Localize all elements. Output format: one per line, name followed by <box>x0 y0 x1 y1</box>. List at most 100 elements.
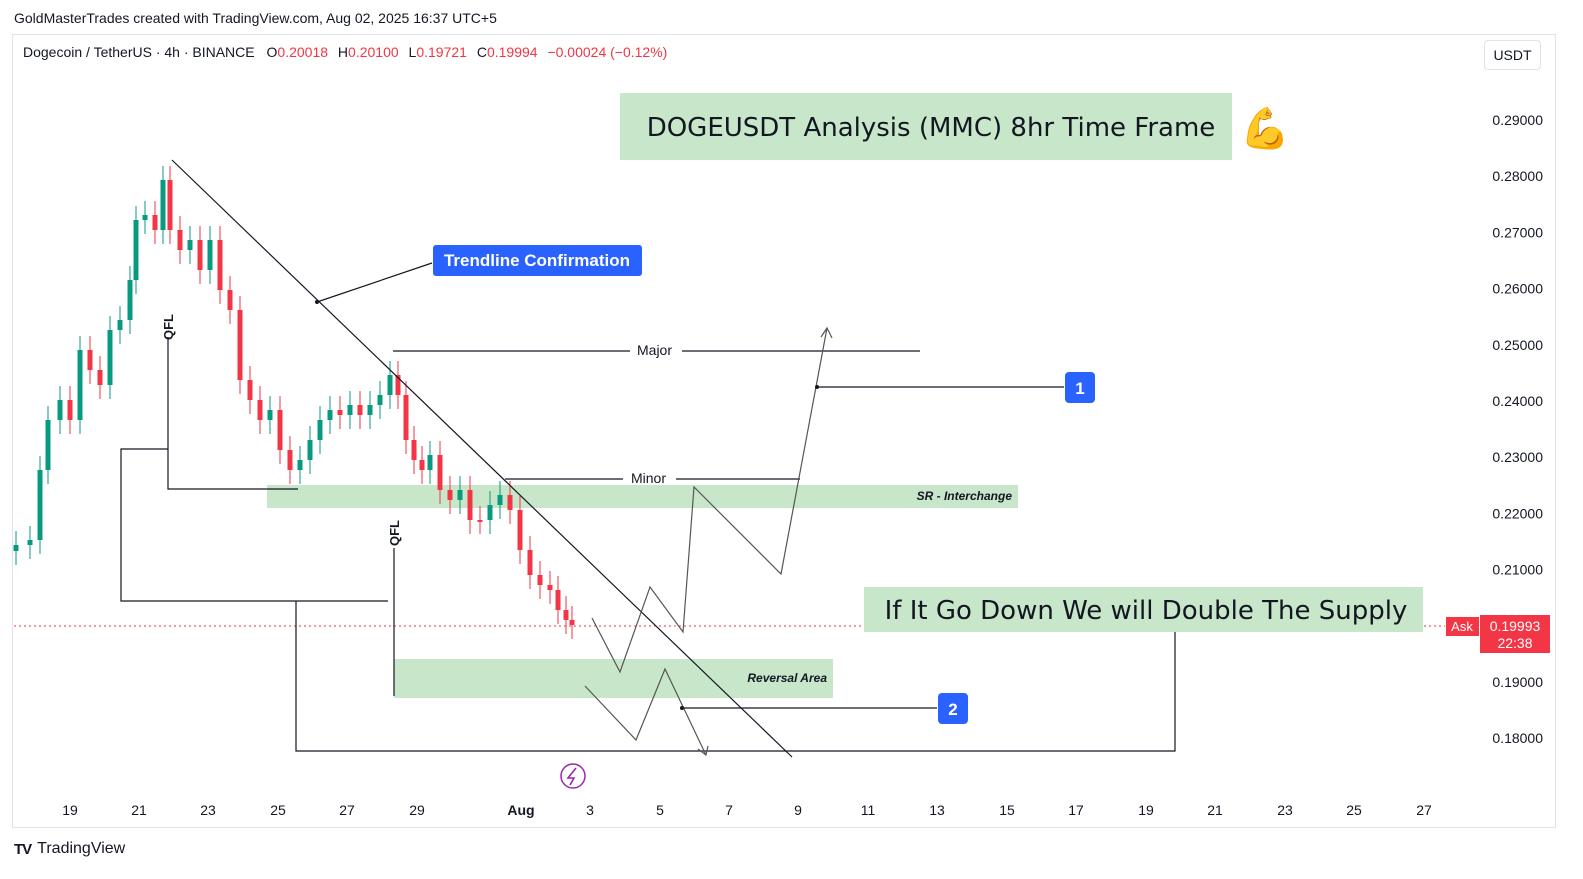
time-tick-label: 25 <box>270 802 286 818</box>
candle-body <box>237 310 243 380</box>
trendline-callout-line <box>316 262 433 303</box>
ask-label: Ask <box>1451 619 1473 634</box>
ask-tag <box>1446 617 1479 636</box>
time-tick-label: 13 <box>929 802 945 818</box>
time-tick-label: 9 <box>794 802 802 818</box>
candle-body <box>377 395 383 405</box>
supply-note-box <box>864 587 1423 632</box>
scenario-1-badge[interactable] <box>1065 372 1095 403</box>
price-tick-label: 0.22000 <box>1492 505 1543 521</box>
candle-body <box>117 320 123 330</box>
candle-body <box>67 400 73 420</box>
time-tick-label: 29 <box>409 802 425 818</box>
scenario-1-label: 1 <box>1075 379 1084 398</box>
price-tick-label: 0.24000 <box>1492 393 1543 409</box>
candle-body <box>142 215 148 220</box>
projection-arrowhead-down <box>697 745 709 757</box>
candle-body <box>287 450 293 470</box>
candle-body <box>107 330 113 385</box>
price-tick-label: 0.28000 <box>1492 168 1543 184</box>
candle-body <box>13 545 19 551</box>
major-label: Major <box>637 342 672 358</box>
candle-body <box>367 405 373 415</box>
candle-body <box>467 490 473 520</box>
candle-body <box>477 520 483 522</box>
candles-group <box>13 166 575 639</box>
candle-body <box>217 240 223 290</box>
candle-body <box>563 610 569 620</box>
candle-body <box>267 410 273 420</box>
qfl-label-1: QFL <box>161 314 176 340</box>
candle-body <box>177 230 183 250</box>
bar-countdown: 22:38 <box>1497 635 1532 651</box>
reversal-zone-label: Reversal Area <box>747 671 827 685</box>
candle-body <box>497 495 503 505</box>
sr-interchange-zone <box>267 485 1018 508</box>
range-bracket <box>120 448 388 602</box>
candle-body <box>317 420 323 440</box>
candle-body <box>337 410 343 415</box>
time-tick-label: 11 <box>861 802 876 818</box>
candle-body <box>411 440 417 460</box>
candle-body <box>87 350 93 370</box>
scenario-2-label: 2 <box>948 700 957 719</box>
qfl-label-2: QFL <box>387 520 402 546</box>
candle-body <box>357 405 363 415</box>
minor-label: Minor <box>631 470 666 486</box>
projection-arrowhead-up <box>820 326 833 339</box>
candle-body <box>307 440 313 460</box>
ohlc-values: O0.20018 H0.20100 L0.19721 C0.19994 −0.0… <box>266 44 668 60</box>
candle-body <box>555 590 561 610</box>
currency-button[interactable]: USDT <box>1484 40 1541 70</box>
time-tick-label: 25 <box>1346 802 1362 818</box>
analysis-title-box <box>620 93 1232 160</box>
symbol-title[interactable]: Dogecoin / TetherUS · 4h · BINANCE <box>23 44 255 60</box>
candle-body <box>427 455 433 470</box>
time-tick-label: 23 <box>1277 802 1293 818</box>
current-price-value: 0.19993 <box>1490 618 1541 634</box>
candle-body <box>347 405 353 415</box>
time-tick-label: 3 <box>586 802 594 818</box>
candle-body <box>45 420 51 470</box>
time-axis[interactable]: 19 21 23 25 27 29 Aug 3 5 7 9 11 13 15 17 19 21 23 25 27 <box>62 802 1432 818</box>
candle-body <box>507 495 513 510</box>
time-tick-label: 15 <box>999 802 1015 818</box>
candle-body <box>547 585 553 590</box>
candle-body <box>167 180 173 230</box>
candle-body <box>27 540 33 545</box>
candle-body <box>37 470 43 540</box>
analysis-title: DOGEUSDT Analysis (MMC) 8hr Time Frame <box>647 113 1216 143</box>
trendline[interactable] <box>171 159 793 758</box>
price-tick-label: 0.26000 <box>1492 281 1543 297</box>
time-tick-label: 19 <box>62 802 78 818</box>
scenario-2-badge[interactable] <box>938 693 968 724</box>
candle-body <box>97 370 103 385</box>
candle-body <box>57 400 63 420</box>
trendline-callout-dot <box>315 300 319 304</box>
time-tick-label: 27 <box>339 802 355 818</box>
candle-body <box>487 505 493 520</box>
candle-body <box>197 240 203 270</box>
price-axis[interactable]: 0.29000 0.28000 0.27000 0.26000 0.25000 0.240… <box>1492 112 1543 746</box>
lightning-icon[interactable] <box>560 763 586 789</box>
symbol-header: Dogecoin / TetherUS · 4h · BINANCE O0.20… <box>23 44 667 60</box>
supply-note-text: If It Go Down We will Double The Supply <box>885 596 1408 626</box>
candle-body <box>437 455 443 490</box>
trendline-confirmation-badge[interactable] <box>433 245 642 276</box>
scenario-2-callout-dot <box>680 706 684 710</box>
price-tick-label: 0.18000 <box>1492 730 1543 746</box>
candle-body <box>403 395 409 440</box>
brand-name: TradingView <box>37 840 126 857</box>
time-tick-label: 7 <box>725 802 733 818</box>
reversal-area-zone <box>394 659 833 698</box>
candle-body <box>257 400 263 420</box>
candle-body <box>297 460 303 470</box>
lightning-bolt-glyph <box>566 767 577 786</box>
footer-brand[interactable]: TV TradingView <box>14 840 125 858</box>
candle-body <box>569 620 575 625</box>
time-tick-label: 21 <box>131 802 147 818</box>
price-tick-label: 0.23000 <box>1492 449 1543 465</box>
tradingview-logo-icon: TV <box>14 840 32 858</box>
candle-body <box>227 290 233 310</box>
